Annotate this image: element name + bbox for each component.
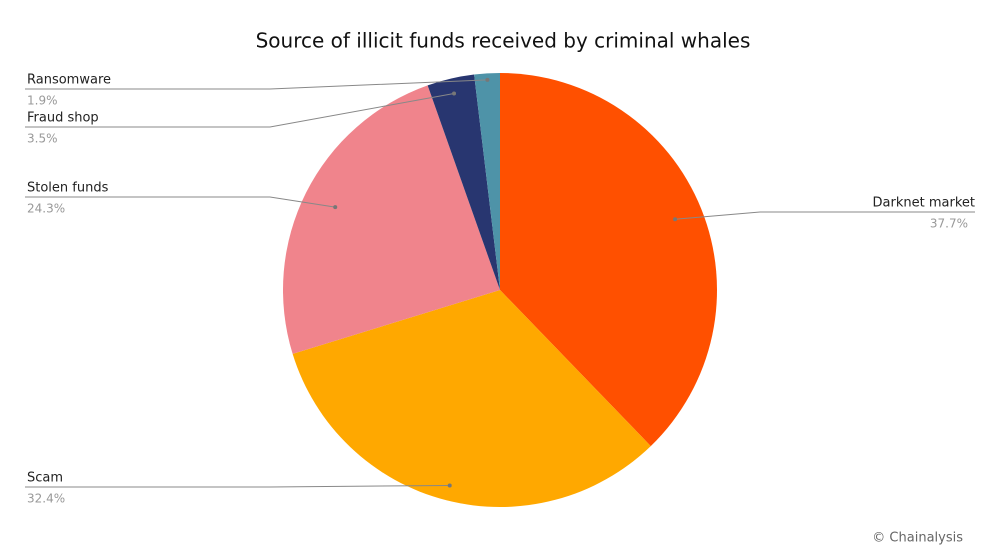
slice-value-label: 24.3% [27, 202, 65, 216]
pie-slice [292, 290, 651, 507]
slice-value-label: 1.9% [27, 94, 58, 108]
leader-dot [333, 205, 338, 210]
credit: © Chainalysis [872, 531, 963, 546]
slice-label: Ransomware [27, 73, 111, 88]
leader-dot [452, 91, 457, 96]
leader-dot [673, 217, 678, 222]
pie-slice [427, 74, 500, 291]
leader-dot [485, 77, 490, 82]
leader-dot [447, 483, 452, 488]
slice-label: Darknet market [873, 196, 975, 211]
leader-line [25, 93, 455, 128]
slice-value-label: 32.4% [27, 492, 65, 506]
slice-label: Stolen funds [27, 181, 109, 196]
leader-line [25, 484, 450, 488]
leader-line [25, 79, 488, 90]
pie-slice [474, 73, 500, 290]
slice-label: Fraud shop [27, 111, 99, 126]
pie-slice [500, 73, 717, 447]
leader-line [674, 211, 975, 220]
leader-line [25, 196, 336, 208]
slice-label: Scam [27, 471, 63, 486]
chart-title: Source of illicit funds received by crim… [256, 29, 751, 53]
pie-slice [282, 85, 500, 354]
slice-value-label: 3.5% [27, 132, 58, 146]
slice-value-label: 37.7% [930, 217, 968, 231]
